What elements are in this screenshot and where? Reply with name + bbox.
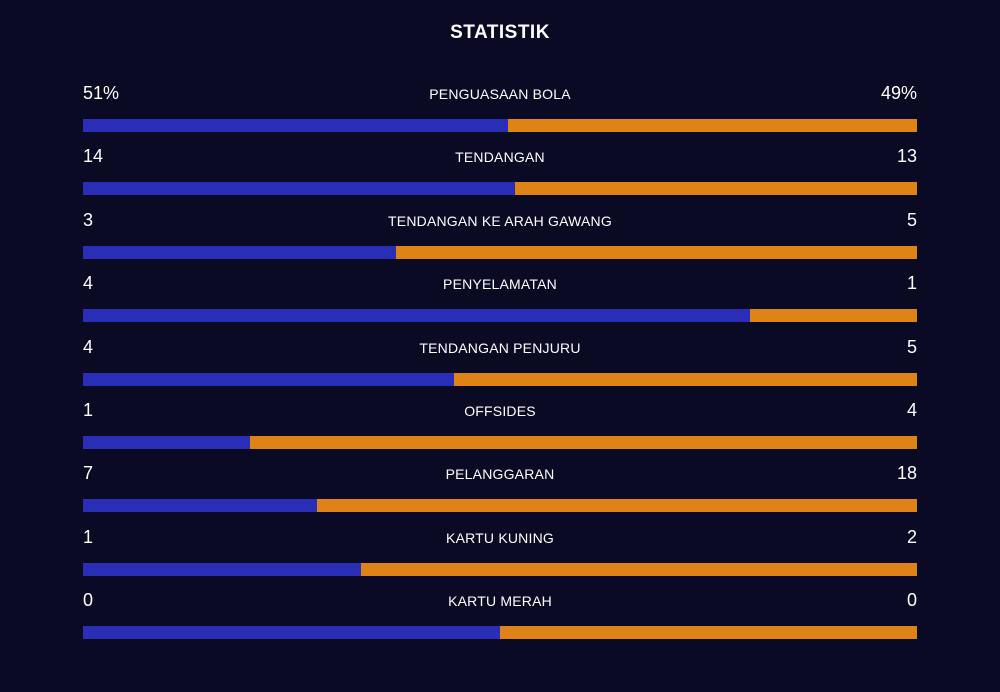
- away-value: 1: [906, 273, 917, 294]
- stat-label: KARTU KUNING: [446, 529, 554, 546]
- home-bar-segment: [83, 562, 361, 576]
- away-value: 13: [896, 146, 917, 167]
- home-value: 1: [83, 399, 94, 420]
- stat-bar: [83, 309, 917, 323]
- away-bar-segment: [500, 626, 917, 640]
- stat-label: PENGUASAAN BOLA: [429, 86, 571, 102]
- away-value: 0: [906, 590, 917, 611]
- away-value: 5: [906, 336, 917, 357]
- stats-list: 51% PENGUASAAN BOLA 49% 14 TENDANGAN 13 3 TENDA…: [83, 81, 917, 652]
- away-bar-segment: [316, 499, 917, 513]
- home-bar-segment: [83, 245, 396, 259]
- stat-label: OFFSIDES: [464, 402, 536, 419]
- stat-bar: [83, 435, 917, 449]
- stat-row: 4 TENDANGAN PENJURU 5: [83, 335, 917, 398]
- stat-bar: [83, 372, 917, 386]
- stat-label: KARTU MERAH: [448, 593, 552, 610]
- away-bar-segment: [515, 182, 917, 196]
- stat-label: TENDANGAN: [455, 149, 545, 166]
- home-value: 4: [83, 273, 94, 294]
- stat-bar: [83, 182, 917, 196]
- away-bar-segment: [395, 245, 917, 259]
- stat-bar: [83, 245, 917, 259]
- stat-row: 0 KARTU MERAH 0: [83, 588, 917, 651]
- away-bar-segment: [750, 309, 917, 323]
- home-bar-segment: [83, 435, 250, 449]
- home-value: 7: [83, 463, 94, 484]
- away-value: 2: [906, 526, 917, 547]
- stat-row: 1 KARTU KUNING 2: [83, 525, 917, 588]
- home-value: 51%: [83, 83, 120, 103]
- home-bar-segment: [83, 309, 751, 323]
- home-bar-segment: [83, 119, 509, 132]
- away-bar-segment: [508, 119, 917, 132]
- stat-bar: [83, 119, 917, 132]
- home-bar-segment: [83, 372, 454, 386]
- away-value: 4: [906, 399, 917, 420]
- away-bar-segment: [453, 372, 917, 386]
- stat-row: 51% PENGUASAAN BOLA 49%: [83, 81, 917, 144]
- home-bar-segment: [83, 499, 317, 513]
- home-value: 0: [83, 590, 94, 611]
- stat-row: 1 OFFSIDES 4: [83, 398, 917, 461]
- home-bar-segment: [83, 182, 516, 196]
- away-value: 5: [906, 209, 917, 230]
- away-value: 49%: [880, 83, 917, 103]
- away-value: 18: [896, 463, 917, 484]
- home-value: 14: [83, 146, 104, 167]
- stat-row: 7 PELANGGARAN 18: [83, 461, 917, 524]
- stat-bar: [83, 562, 917, 576]
- stat-label: TENDANGAN KE ARAH GAWANG: [388, 212, 612, 229]
- stat-label: PENYELAMATAN: [443, 276, 557, 293]
- stat-row: 3 TENDANGAN KE ARAH GAWANG 5: [83, 208, 917, 271]
- stat-label: PELANGGARAN: [445, 466, 555, 483]
- stat-label: TENDANGAN PENJURU: [419, 339, 581, 356]
- stats-title: STATISTIK: [450, 22, 550, 43]
- away-bar-segment: [360, 562, 917, 576]
- home-value: 4: [83, 336, 94, 357]
- home-value: 1: [83, 526, 94, 547]
- stat-bar: [83, 499, 917, 513]
- away-bar-segment: [249, 435, 917, 449]
- stat-bar: [83, 626, 917, 640]
- stat-row: 4 PENYELAMATAN 1: [83, 271, 917, 334]
- home-bar-segment: [83, 626, 500, 640]
- home-value: 3: [83, 209, 94, 230]
- stat-row: 14 TENDANGAN 13: [83, 144, 917, 207]
